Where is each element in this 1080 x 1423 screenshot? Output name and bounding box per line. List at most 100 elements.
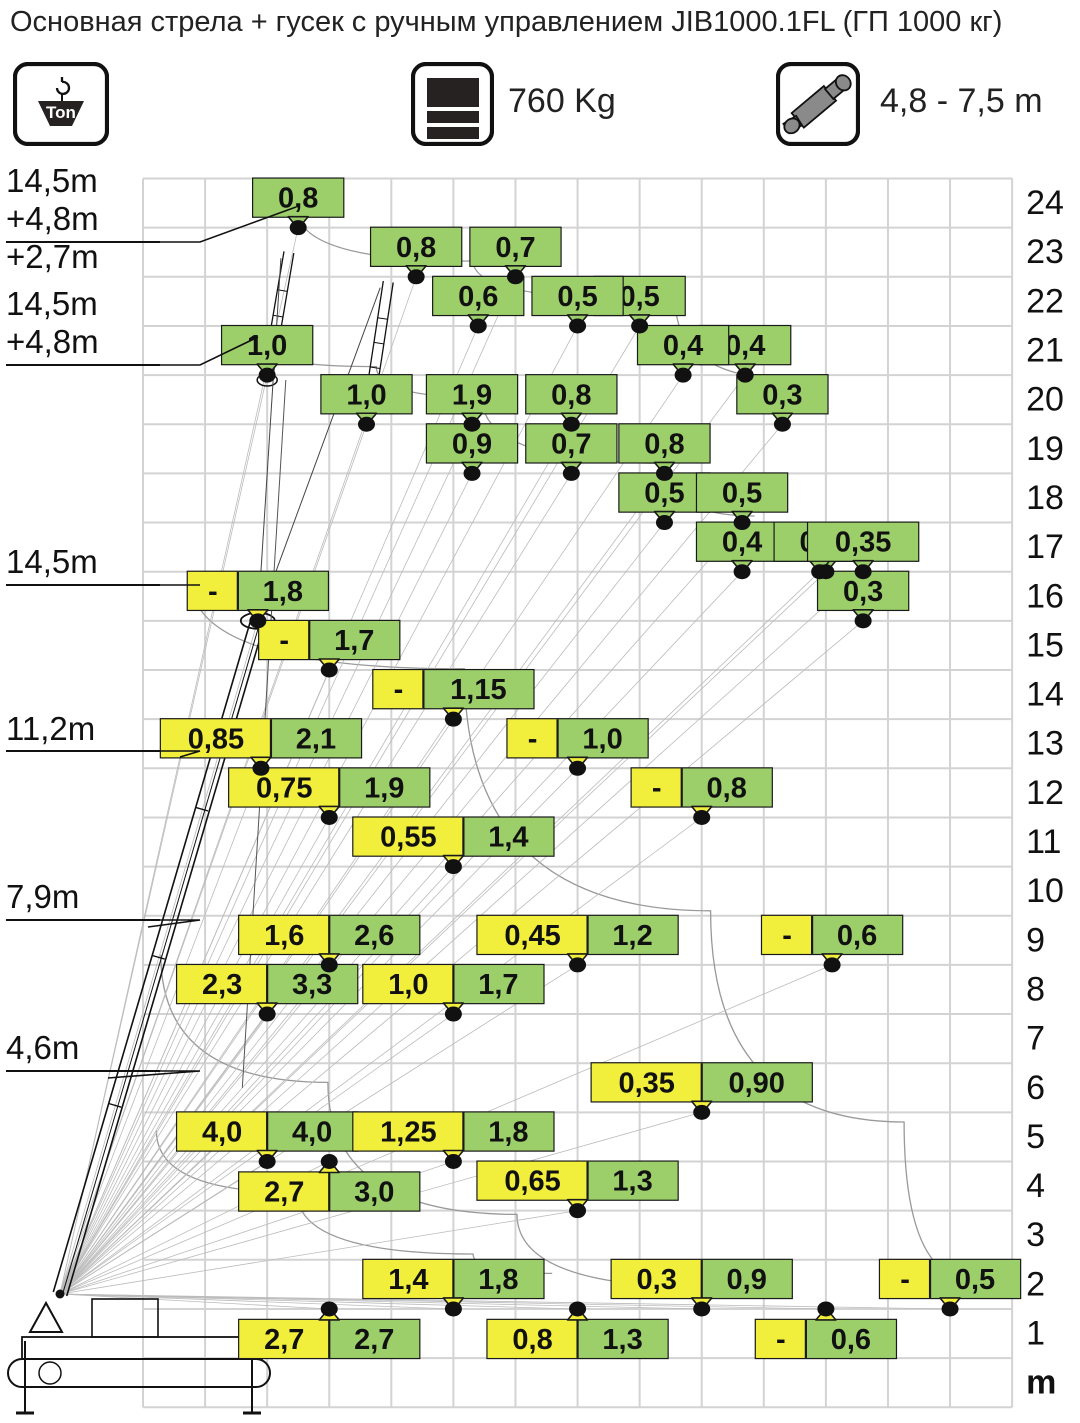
svg-text:20: 20 [1026, 381, 1064, 419]
svg-text:0,45: 0,45 [504, 920, 560, 952]
svg-text:4,6m: 4,6m [6, 1029, 79, 1066]
svg-text:2,6: 2,6 [354, 920, 394, 952]
svg-text:0,8: 0,8 [707, 772, 747, 804]
svg-text:14,5m: 14,5m [6, 543, 98, 580]
svg-text:2,1: 2,1 [296, 723, 336, 755]
svg-text:0,3: 0,3 [762, 379, 802, 411]
svg-text:0,4: 0,4 [663, 330, 703, 362]
svg-text:24: 24 [1026, 184, 1064, 222]
svg-text:1,9: 1,9 [364, 772, 404, 804]
svg-text:0,75: 0,75 [256, 772, 312, 804]
svg-text:23: 23 [1026, 233, 1064, 271]
svg-text:-: - [394, 674, 404, 706]
svg-text:0,35: 0,35 [835, 527, 891, 559]
svg-text:1,0: 1,0 [582, 723, 622, 755]
svg-text:1,8: 1,8 [263, 576, 303, 608]
svg-text:+4,8m: +4,8m [6, 200, 99, 237]
svg-text:4,0: 4,0 [202, 1117, 242, 1149]
svg-text:3,0: 3,0 [354, 1177, 394, 1209]
svg-text:0,35: 0,35 [618, 1067, 674, 1099]
svg-text:1,6: 1,6 [264, 920, 304, 952]
svg-text:0,90: 0,90 [728, 1067, 784, 1099]
svg-text:1,25: 1,25 [380, 1117, 436, 1149]
svg-text:-: - [528, 723, 538, 755]
svg-text:1,7: 1,7 [334, 625, 374, 657]
svg-text:4: 4 [1026, 1167, 1045, 1205]
svg-text:1,7: 1,7 [478, 969, 518, 1001]
svg-text:0,3: 0,3 [637, 1264, 677, 1296]
svg-text:0,8: 0,8 [396, 232, 436, 264]
svg-text:0,9: 0,9 [452, 428, 492, 460]
svg-text:14,5m: 14,5m [6, 285, 98, 322]
svg-text:2,7: 2,7 [264, 1177, 304, 1209]
svg-text:0,7: 0,7 [551, 428, 591, 460]
svg-text:0,9: 0,9 [727, 1264, 767, 1296]
svg-text:22: 22 [1026, 282, 1064, 320]
svg-text:15: 15 [1026, 626, 1064, 664]
svg-text:-: - [776, 1324, 786, 1356]
svg-text:4,0: 4,0 [292, 1117, 332, 1149]
svg-text:2,7: 2,7 [354, 1324, 394, 1356]
svg-text:2,3: 2,3 [202, 969, 242, 1001]
svg-text:1,0: 1,0 [346, 379, 386, 411]
svg-text:11: 11 [1026, 823, 1061, 861]
svg-text:0,5: 0,5 [619, 281, 659, 313]
svg-text:+4,8m: +4,8m [6, 323, 99, 360]
svg-text:11,2m: 11,2m [6, 710, 95, 747]
svg-text:7,9m: 7,9m [6, 878, 79, 915]
svg-text:14,5m: 14,5m [6, 162, 98, 199]
svg-text:0,65: 0,65 [504, 1166, 560, 1198]
svg-text:6: 6 [1026, 1069, 1045, 1107]
svg-text:21: 21 [1026, 332, 1064, 370]
svg-text:1: 1 [1026, 1315, 1045, 1353]
svg-text:0,4: 0,4 [725, 330, 765, 362]
svg-text:1,3: 1,3 [602, 1324, 642, 1356]
svg-text:0,7: 0,7 [495, 232, 535, 264]
svg-text:0,6: 0,6 [831, 1324, 871, 1356]
svg-text:3,3: 3,3 [292, 969, 332, 1001]
svg-text:18: 18 [1026, 479, 1064, 517]
svg-text:19: 19 [1026, 430, 1064, 468]
svg-text:0,8: 0,8 [512, 1324, 552, 1356]
svg-text:0,55: 0,55 [380, 822, 436, 854]
svg-text:13: 13 [1026, 725, 1064, 763]
svg-text:2,7: 2,7 [264, 1324, 304, 1356]
svg-text:1,4: 1,4 [388, 1264, 428, 1296]
svg-text:12: 12 [1026, 774, 1064, 812]
svg-text:0,8: 0,8 [551, 379, 591, 411]
svg-text:0,5: 0,5 [557, 281, 597, 313]
svg-text:1,0: 1,0 [388, 969, 428, 1001]
svg-text:-: - [208, 576, 218, 608]
svg-text:1,0: 1,0 [247, 330, 287, 362]
svg-text:1,9: 1,9 [452, 379, 492, 411]
svg-text:-: - [900, 1264, 910, 1296]
svg-text:0,3: 0,3 [843, 576, 883, 608]
svg-text:0,8: 0,8 [278, 183, 318, 215]
svg-text:-: - [782, 920, 792, 952]
svg-text:m: m [1026, 1364, 1056, 1402]
svg-text:2: 2 [1026, 1265, 1045, 1303]
svg-text:8: 8 [1026, 970, 1045, 1008]
svg-text:0,5: 0,5 [644, 478, 684, 510]
svg-text:0,5: 0,5 [722, 478, 762, 510]
svg-text:0,8: 0,8 [644, 428, 684, 460]
svg-text:0,4: 0,4 [722, 527, 762, 559]
svg-text:14: 14 [1026, 676, 1064, 714]
svg-text:0,5: 0,5 [955, 1264, 995, 1296]
svg-text:9: 9 [1026, 921, 1045, 959]
svg-text:5: 5 [1026, 1118, 1045, 1156]
svg-text:1,3: 1,3 [612, 1166, 652, 1198]
svg-text:7: 7 [1026, 1020, 1045, 1058]
svg-text:Ton: Ton [46, 103, 76, 122]
svg-text:10: 10 [1026, 872, 1064, 910]
svg-text:0,6: 0,6 [837, 920, 877, 952]
svg-text:3: 3 [1026, 1216, 1045, 1254]
svg-text:1,8: 1,8 [478, 1264, 518, 1296]
svg-text:-: - [652, 772, 662, 804]
svg-text:0,6: 0,6 [458, 281, 498, 313]
svg-text:16: 16 [1026, 577, 1064, 615]
svg-text:-: - [279, 625, 289, 657]
svg-text:1,4: 1,4 [488, 822, 528, 854]
svg-text:+2,7m: +2,7m [6, 238, 99, 275]
svg-text:17: 17 [1026, 528, 1064, 566]
